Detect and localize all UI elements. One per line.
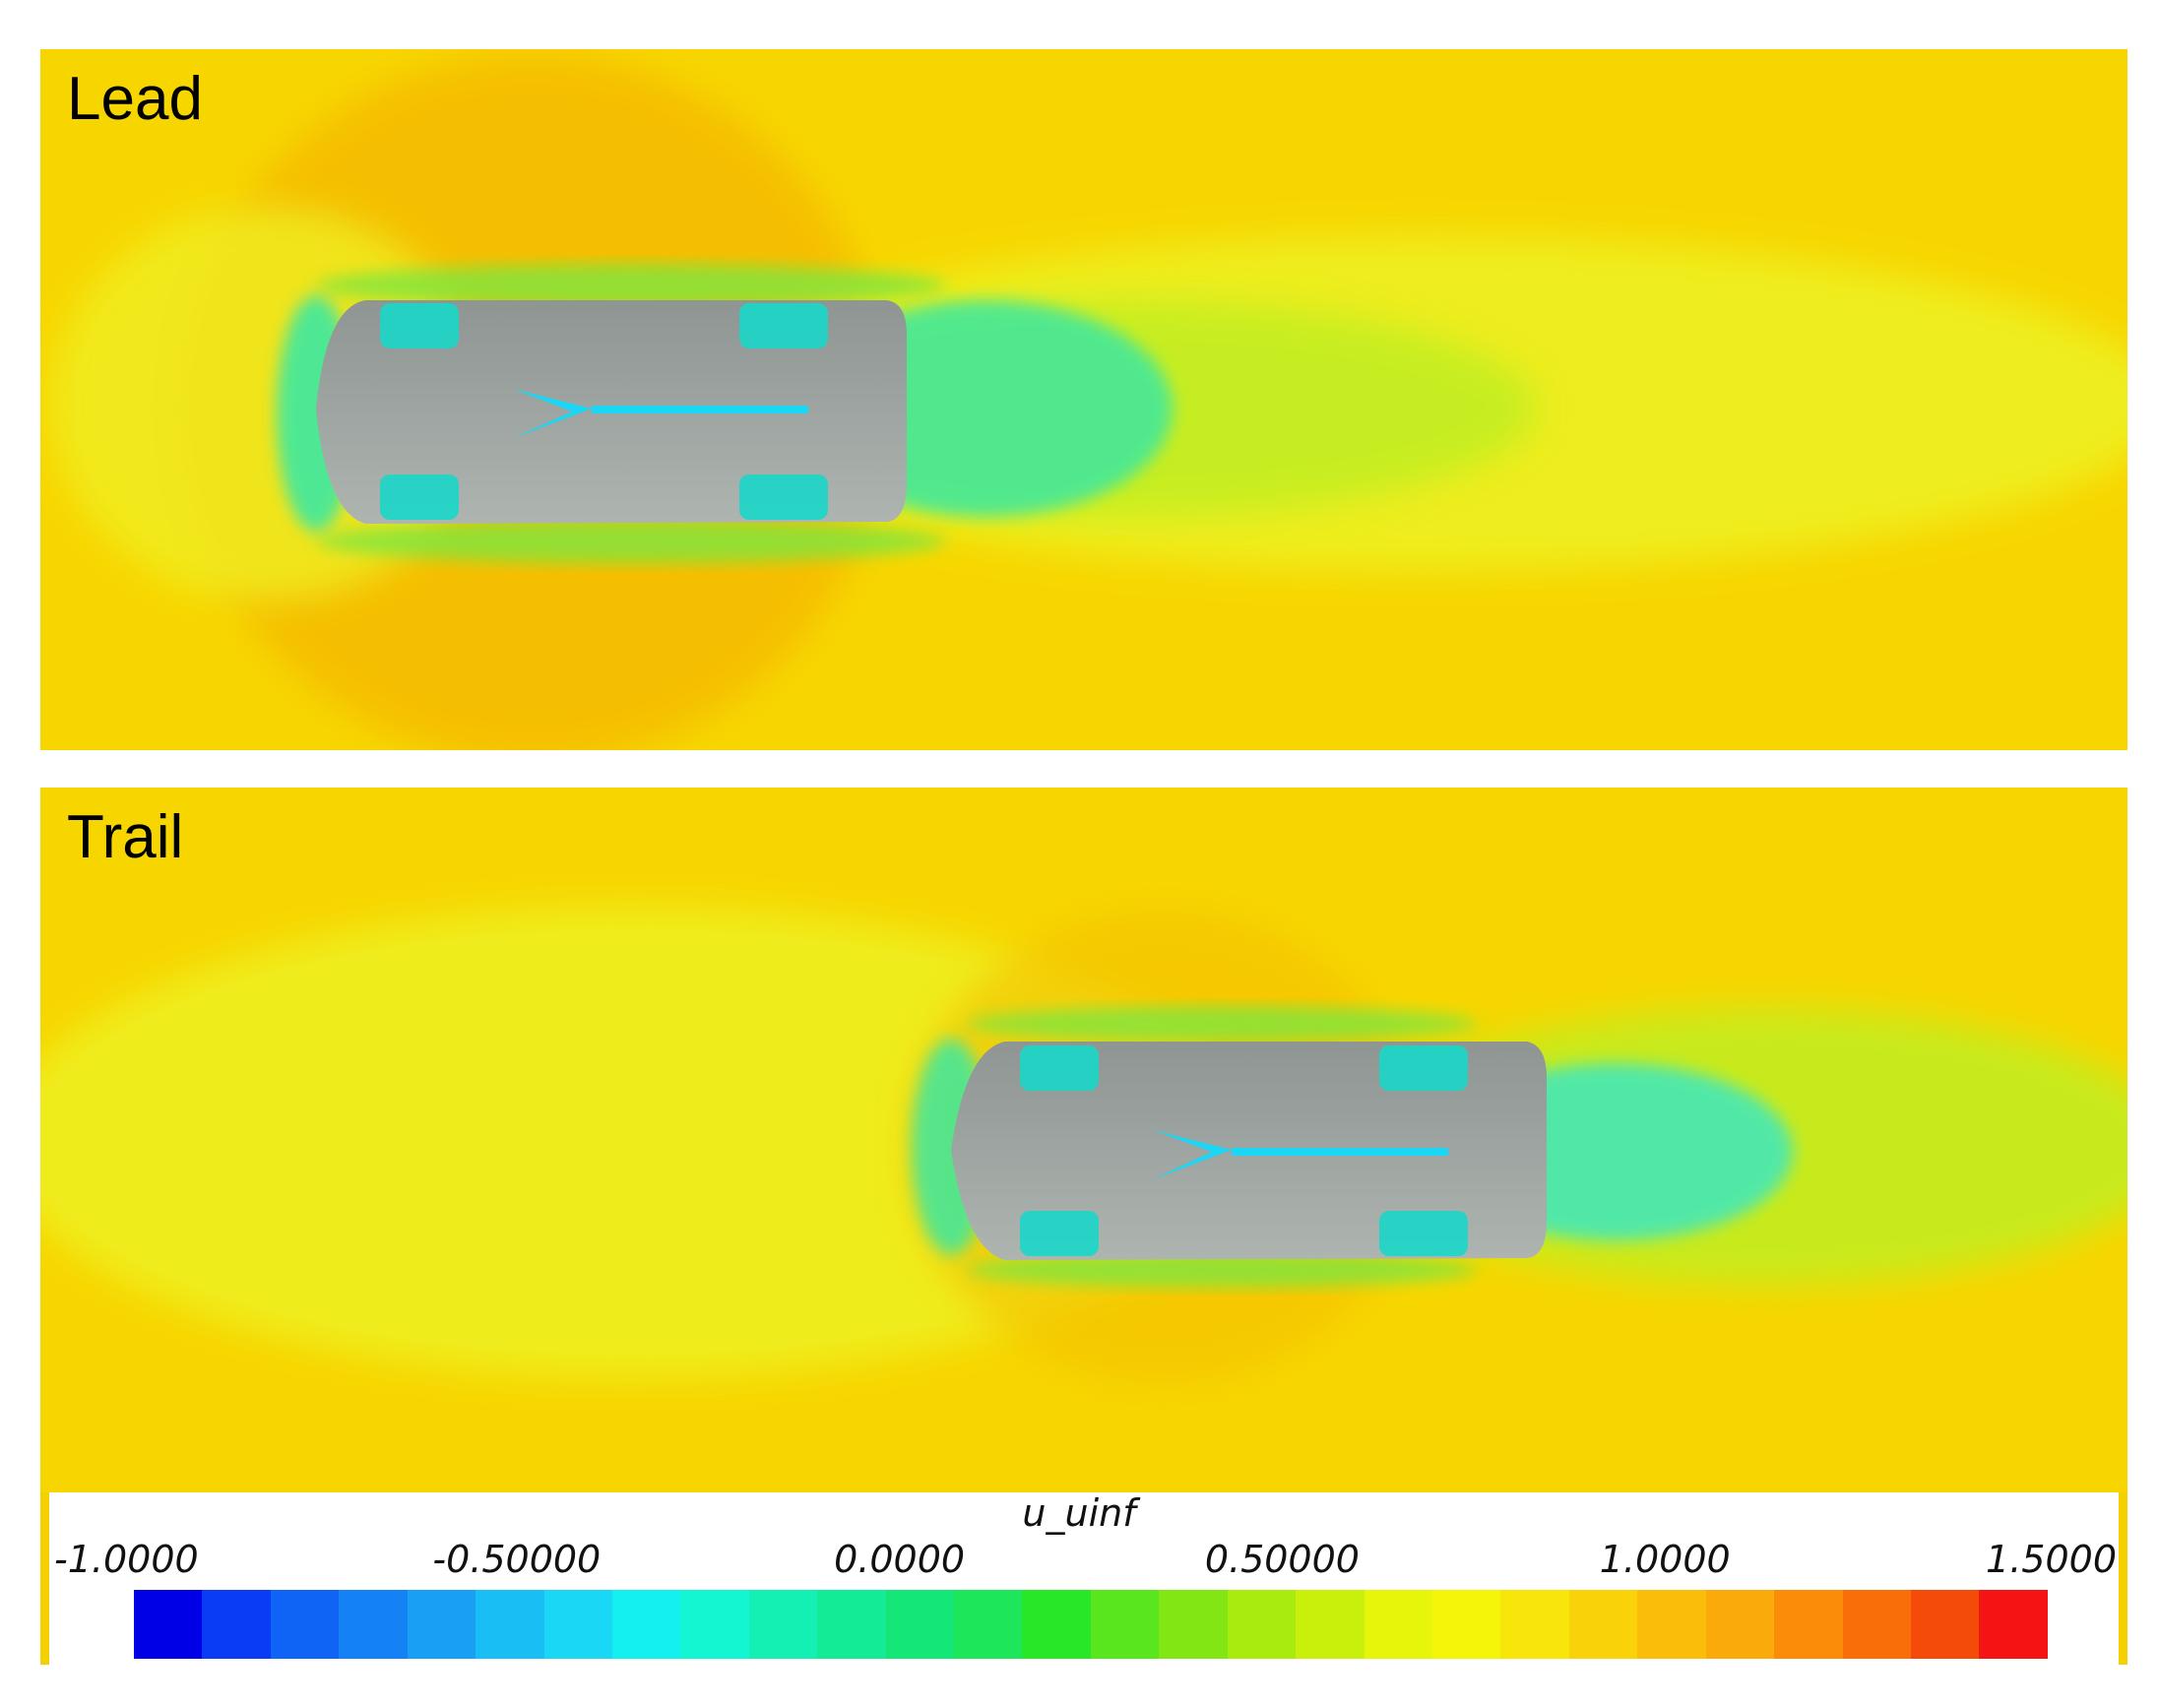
colorbar-swatch — [1159, 1590, 1228, 1659]
colorbar-swatch — [1500, 1590, 1569, 1659]
wheel-front-right — [1020, 1211, 1099, 1256]
wheel-rear-left — [1379, 1045, 1468, 1091]
panel-label: Trail — [67, 803, 184, 871]
colorbar-gradient — [134, 1590, 2048, 1659]
colorbar-swatch — [954, 1590, 1023, 1659]
wheel-front-left — [1020, 1045, 1099, 1091]
panel-label: Lead — [67, 65, 203, 133]
colorbar-tick-label: -1.0000 — [54, 1538, 199, 1581]
colorbar-swatch — [1842, 1590, 1911, 1659]
lead-flow-field — [40, 49, 2127, 750]
trail-flow-field — [40, 788, 2127, 1492]
colorbar-swatch — [543, 1590, 612, 1659]
colorbar-swatch — [1568, 1590, 1638, 1659]
colorbar-swatch — [680, 1590, 749, 1659]
colorbar-tick-label: -0.50000 — [432, 1538, 602, 1581]
colorbar-title: u_uinf — [1022, 1491, 1136, 1535]
colorbar-swatch — [134, 1590, 203, 1659]
trail-flow-panel: Trail — [40, 788, 2127, 1492]
colorbar-tick-label: 0.50000 — [1204, 1538, 1360, 1581]
exhaust-path — [1232, 1148, 1448, 1156]
colorbar-swatch — [407, 1590, 476, 1659]
colorbar-swatch — [1432, 1590, 1501, 1659]
wheel-front-right — [380, 474, 459, 520]
wheel-rear-right — [1379, 1211, 1468, 1256]
colorbar-tick-label: 0.0000 — [834, 1538, 966, 1581]
side-shear-bottom — [316, 520, 946, 563]
colorbar-swatch — [1705, 1590, 1775, 1659]
colorbar-swatch — [1774, 1590, 1843, 1659]
colorbar-swatch — [885, 1590, 955, 1659]
side-shear-top — [966, 1006, 1478, 1042]
lead-flow-panel: Lead — [40, 49, 2127, 750]
colorbar-swatch — [1296, 1590, 1365, 1659]
side-shear-bottom — [966, 1252, 1478, 1288]
colorbar-swatch — [611, 1590, 681, 1659]
underbody-channel — [513, 389, 592, 438]
colorbar-swatch — [339, 1590, 408, 1659]
colorbar-swatch — [748, 1590, 818, 1659]
side-shear-top — [316, 264, 946, 307]
colorbar-swatch — [1637, 1590, 1706, 1659]
wheel-rear-right — [739, 474, 828, 520]
underbody-channel — [1153, 1130, 1232, 1179]
exhaust-path — [592, 406, 808, 413]
wheel-rear-left — [739, 303, 828, 348]
colorbar-swatch — [1979, 1590, 2048, 1659]
colorbar-swatch — [1227, 1590, 1297, 1659]
colorbar-swatch — [1090, 1590, 1160, 1659]
colorbar-swatch — [817, 1590, 886, 1659]
colorbar-swatch — [1910, 1590, 1980, 1659]
colorbar-swatch — [270, 1590, 340, 1659]
colorbar-swatch — [1022, 1590, 1091, 1659]
colorbar-swatch — [476, 1590, 544, 1659]
colorbar-swatch — [1364, 1590, 1433, 1659]
colorbar-tick-label: 1.0000 — [1599, 1538, 1731, 1581]
wheel-front-left — [380, 303, 459, 348]
colorbar-tick-label: 1.5000 — [1986, 1538, 2117, 1581]
colorbar-swatch — [202, 1590, 271, 1659]
